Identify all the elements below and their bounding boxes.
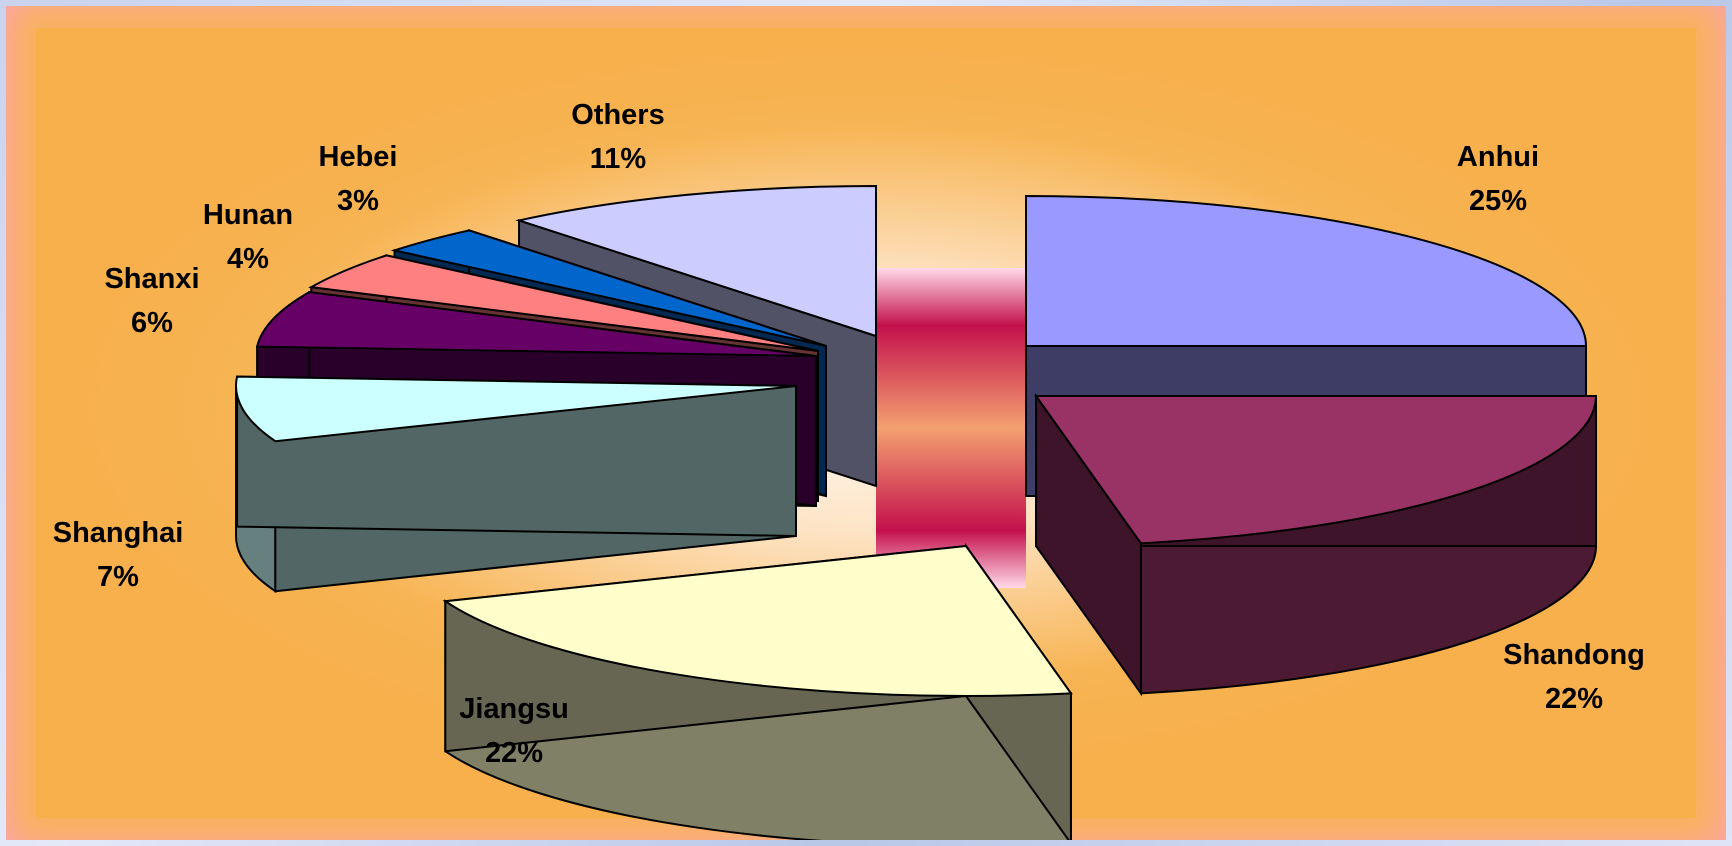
slice-top-shanghai xyxy=(235,375,797,443)
data-label-pct-anhui: 25% xyxy=(1469,185,1527,217)
data-label-pct-others: 11% xyxy=(590,143,647,175)
pie-chart: Anhui 25% Shandong 22% Jiangsu 22% Shanghai 7% S… xyxy=(53,99,1645,840)
center-ribbon xyxy=(876,268,1026,588)
slice-top-others xyxy=(515,184,877,338)
data-label-name-jiangsu: Jiangsu xyxy=(459,693,569,725)
data-label-name-others: Others xyxy=(571,99,664,131)
data-label-name-shandong: Shandong xyxy=(1503,639,1645,671)
slice-top-hunan xyxy=(308,254,819,352)
data-label-pct-shanghai: 7% xyxy=(97,561,139,593)
data-label-pct-hunan: 4% xyxy=(227,243,269,275)
chart-frame: Anhui 25% Shandong 22% Jiangsu 22% Shanghai 7% S… xyxy=(6,6,1726,840)
slice-top-shanxi xyxy=(255,291,817,357)
data-label-pct-jiangsu: 22% xyxy=(485,737,543,769)
data-label-pct-shandong: 22% xyxy=(1545,683,1603,715)
data-label-name-hebei: Hebei xyxy=(319,141,398,173)
data-label-name-shanghai: Shanghai xyxy=(53,517,184,549)
data-label-name-anhui: Anhui xyxy=(1457,141,1539,173)
slice-top-shandong xyxy=(1034,395,1598,545)
slice-top-jiangsu xyxy=(442,544,1073,697)
data-label-name-shanxi: Shanxi xyxy=(104,263,199,295)
slice-top-anhui xyxy=(1025,194,1588,347)
data-label-pct-hebei: 3% xyxy=(337,185,379,217)
pie-labels: Anhui 25% Shandong 22% Jiangsu 22% Shanghai 7% S… xyxy=(53,99,1645,769)
data-label-name-hunan: Hunan xyxy=(203,199,293,231)
slice-top-hebei xyxy=(390,229,827,347)
data-label-pct-shanxi: 6% xyxy=(131,307,173,339)
pie-slices xyxy=(235,184,1598,840)
